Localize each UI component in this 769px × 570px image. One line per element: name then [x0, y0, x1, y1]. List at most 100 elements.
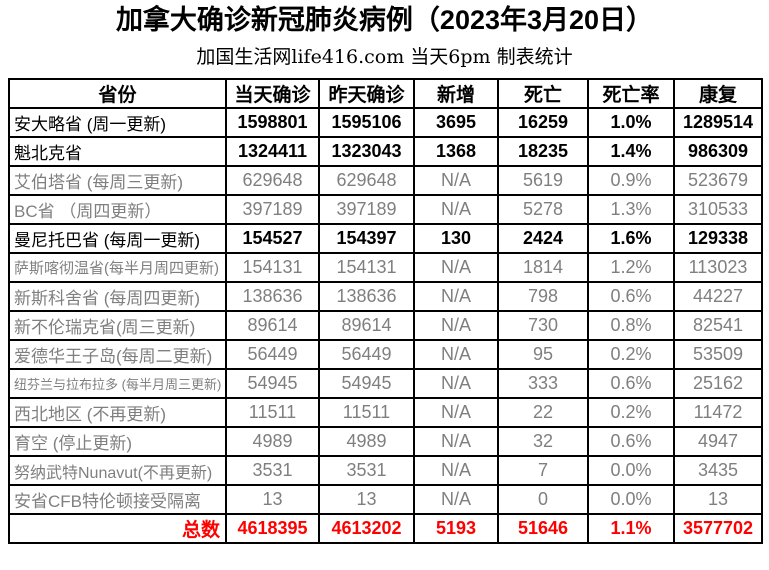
death-rate-cell: 1.0% — [587, 107, 675, 138]
death-rate-cell: 0.6% — [587, 426, 675, 457]
column-header: 死亡 — [497, 78, 589, 109]
deaths-cell: 7 — [497, 455, 589, 486]
today-cases-cell: 154131 — [225, 252, 320, 283]
deaths-cell: 5278 — [497, 194, 589, 225]
deaths-cell: 22 — [497, 397, 589, 428]
today-cases-cell: 56449 — [225, 339, 320, 370]
death-rate-cell: 0.0% — [587, 484, 675, 515]
death-rate-cell: 0.0% — [587, 455, 675, 486]
deaths-cell: 333 — [497, 368, 589, 399]
table-row: 萨斯喀彻温省(每半月周四更新) 154131 154131 N/A 1814 1… — [8, 252, 763, 283]
deaths-cell: 5619 — [497, 165, 589, 196]
column-header: 新增 — [413, 78, 499, 109]
province-cell: 纽芬兰与拉布拉多 (每半月周三更新) — [8, 368, 227, 399]
province-cell: 艾伯塔省 (每周三更新) — [8, 165, 227, 196]
deaths-cell: 0 — [497, 484, 589, 515]
death-rate-cell: 0.8% — [587, 310, 675, 341]
table-row: 努纳武特Nunavut(不再更新) 3531 3531 N/A 7 0.0% 3… — [8, 455, 763, 486]
yesterday-cases-cell: 629648 — [318, 165, 415, 196]
new-cases-cell: N/A — [413, 281, 499, 312]
deaths-cell: 32 — [497, 426, 589, 457]
deaths-cell: 730 — [497, 310, 589, 341]
new-cases-cell: N/A — [413, 484, 499, 515]
today-cases-cell: 3531 — [225, 455, 320, 486]
yesterday-cases-cell: 3531 — [318, 455, 415, 486]
province-cell: 萨斯喀彻温省(每半月周四更新) — [8, 252, 227, 283]
recovered-cell: 13 — [673, 484, 763, 515]
yesterday-cases-cell: 1323043 — [318, 136, 415, 167]
new-cases-cell: N/A — [413, 455, 499, 486]
recovered-cell: 11472 — [673, 397, 763, 428]
province-cell: 西北地区 (不再更新) — [8, 397, 227, 428]
covid-table: 省份 当天确诊 昨天确诊 新增 死亡 死亡率 康复 安大略省 (周一更新) 1598801 … — [8, 78, 763, 544]
recovered-cell: 25162 — [673, 368, 763, 399]
new-cases-cell: 130 — [413, 223, 499, 254]
today-cases-cell: 138636 — [225, 281, 320, 312]
table-row: 纽芬兰与拉布拉多 (每半月周三更新) 54945 54945 N/A 333 0… — [8, 368, 763, 399]
province-cell: 安大略省 (周一更新) — [8, 107, 227, 138]
table-body: 安大略省 (周一更新) 1598801 1595106 3695 16259 1… — [8, 107, 763, 515]
death-rate-cell: 1.4% — [587, 136, 675, 167]
today-cases-cell: 397189 — [225, 194, 320, 225]
province-cell: BC省 （周四更新） — [8, 194, 227, 225]
death-rate-cell: 0.6% — [587, 368, 675, 399]
table-row: 爱德华王子岛(每周二更新) 56449 56449 N/A 95 0.2% 53… — [8, 339, 763, 370]
recovered-cell: 986309 — [673, 136, 763, 167]
death-rate-cell: 1.3% — [587, 194, 675, 225]
today-cases-cell: 1324411 — [225, 136, 320, 167]
table-row: 新不伦瑞克省(周三更新) 89614 89614 N/A 730 0.8% 82… — [8, 310, 763, 341]
province-cell: 努纳武特Nunavut(不再更新) — [8, 455, 227, 486]
new-cases-cell: N/A — [413, 310, 499, 341]
death-rate-cell: 1.6% — [587, 223, 675, 254]
new-cases-cell: N/A — [413, 339, 499, 370]
deaths-cell: 1814 — [497, 252, 589, 283]
province-cell: 爱德华王子岛(每周二更新) — [8, 339, 227, 370]
province-cell: 新不伦瑞克省(周三更新) — [8, 310, 227, 341]
recovered-cell: 4947 — [673, 426, 763, 457]
province-cell: 安省CFB特伦顿接受隔离 — [8, 484, 227, 515]
yesterday-cases-cell: 89614 — [318, 310, 415, 341]
total-recovered-cell: 3577702 — [673, 513, 763, 544]
column-header: 死亡率 — [587, 78, 675, 109]
total-rate-cell: 1.1% — [587, 513, 675, 544]
today-cases-cell: 89614 — [225, 310, 320, 341]
table-row: 安大略省 (周一更新) 1598801 1595106 3695 16259 1… — [8, 107, 763, 138]
table-row: 魁北克省 1324411 1323043 1368 18235 1.4% 986… — [8, 136, 763, 167]
province-cell: 新斯科舍省 (每周四更新) — [8, 281, 227, 312]
yesterday-cases-cell: 13 — [318, 484, 415, 515]
yesterday-cases-cell: 54945 — [318, 368, 415, 399]
death-rate-cell: 0.9% — [587, 165, 675, 196]
recovered-cell: 44227 — [673, 281, 763, 312]
recovered-cell: 523679 — [673, 165, 763, 196]
death-rate-cell: 0.6% — [587, 281, 675, 312]
table-row: 安省CFB特伦顿接受隔离 13 13 N/A 0 0.0% 13 — [8, 484, 763, 515]
column-header: 省份 — [8, 78, 227, 109]
deaths-cell: 95 — [497, 339, 589, 370]
recovered-cell: 82541 — [673, 310, 763, 341]
today-cases-cell: 154527 — [225, 223, 320, 254]
table-row: 曼尼托巴省 (每周一更新) 154527 154397 130 2424 1.6… — [8, 223, 763, 254]
province-cell: 魁北克省 — [8, 136, 227, 167]
yesterday-cases-cell: 138636 — [318, 281, 415, 312]
total-yesterday-cell: 4613202 — [318, 513, 415, 544]
new-cases-cell: 3695 — [413, 107, 499, 138]
table-header-row: 省份 当天确诊 昨天确诊 新增 死亡 死亡率 康复 — [8, 78, 763, 109]
yesterday-cases-cell: 56449 — [318, 339, 415, 370]
new-cases-cell: N/A — [413, 252, 499, 283]
deaths-cell: 18235 — [497, 136, 589, 167]
new-cases-cell: N/A — [413, 194, 499, 225]
table-row: 育空 (停止更新) 4989 4989 N/A 32 0.6% 4947 — [8, 426, 763, 457]
new-cases-cell: N/A — [413, 368, 499, 399]
recovered-cell: 129338 — [673, 223, 763, 254]
new-cases-cell: N/A — [413, 426, 499, 457]
yesterday-cases-cell: 154131 — [318, 252, 415, 283]
death-rate-cell: 0.2% — [587, 397, 675, 428]
column-header: 昨天确诊 — [318, 78, 415, 109]
total-today-cell: 4618395 — [225, 513, 320, 544]
new-cases-cell: N/A — [413, 165, 499, 196]
today-cases-cell: 11511 — [225, 397, 320, 428]
province-cell: 育空 (停止更新) — [8, 426, 227, 457]
column-header: 康复 — [673, 78, 763, 109]
page-subtitle: 加国生活网life416.com 当天6pm 制表统计 — [196, 46, 573, 68]
